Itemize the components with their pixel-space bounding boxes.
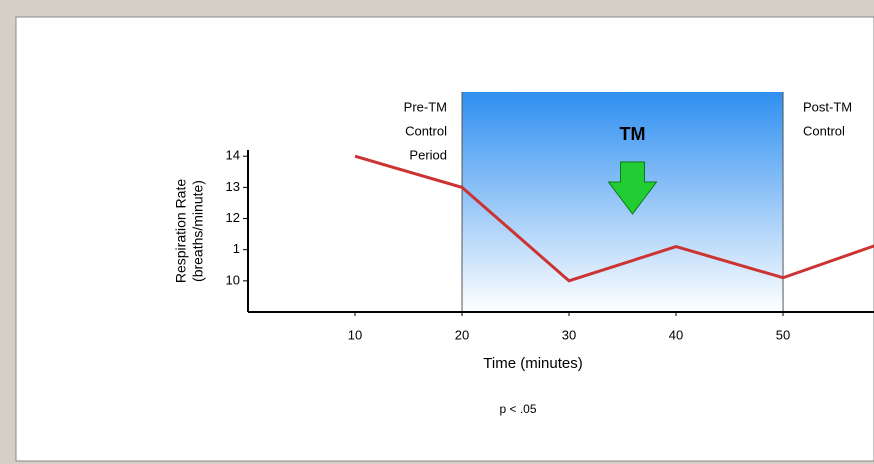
pre-label: Pre-TM <box>404 99 447 114</box>
region-title: TM <box>620 124 646 144</box>
pre-label: Control <box>405 123 447 138</box>
x-tick-label: 20 <box>455 327 469 342</box>
note: p < .05 <box>499 402 536 416</box>
y-axis-label: Respiration Rate <box>173 179 189 283</box>
x-tick-label: 40 <box>669 327 683 342</box>
y-tick-label: 10 <box>226 272 240 287</box>
post-label: Control <box>803 123 845 138</box>
plot-area <box>354 154 874 283</box>
data-line <box>354 154 874 283</box>
pre-label: Period <box>409 147 447 162</box>
y-axis-label: (breaths/minute) <box>190 180 206 282</box>
x-tick-label: 50 <box>776 327 790 342</box>
y-tick-label: 14 <box>226 148 240 163</box>
post-label: Post-TM <box>803 99 852 114</box>
x-tick-label: 30 <box>562 327 576 342</box>
y-tick-label: 12 <box>226 210 240 225</box>
x-tick-label: 10 <box>348 327 362 342</box>
tm-region <box>462 92 784 312</box>
arrow <box>607 161 658 215</box>
y-tick-label: 1 <box>233 241 240 256</box>
y-tick-label: 13 <box>226 179 240 194</box>
x-axis-label: Time (minutes) <box>483 355 582 372</box>
